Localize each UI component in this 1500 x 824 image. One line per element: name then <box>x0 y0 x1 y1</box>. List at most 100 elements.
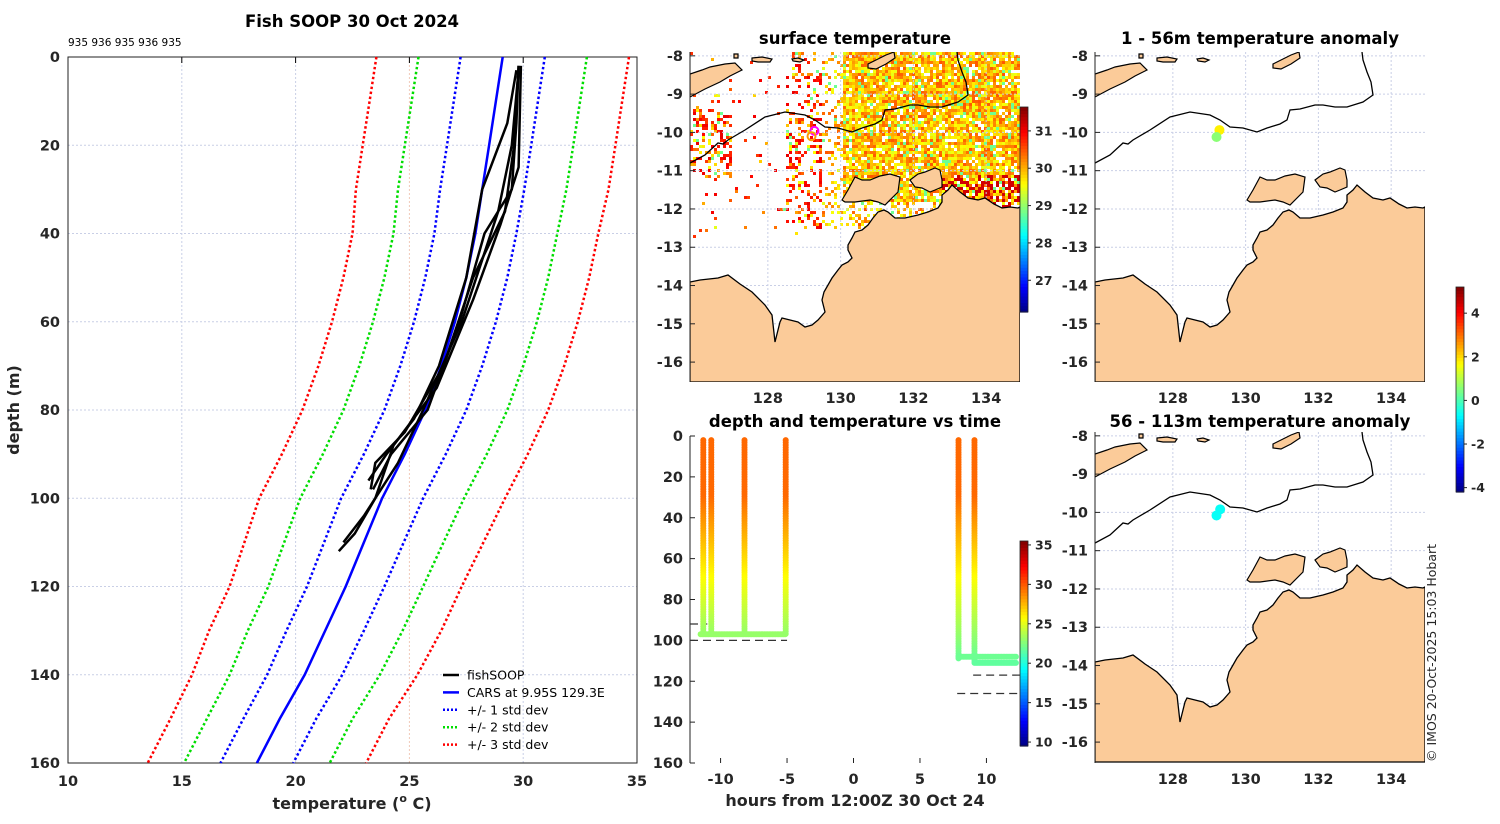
temperature-colorbar-segment <box>1020 688 1028 693</box>
sst-pixel <box>843 79 846 82</box>
sst-pixel <box>912 94 915 97</box>
temperature-colorbar-tick-label: 15 <box>1035 695 1052 710</box>
sst-pixel <box>942 112 945 115</box>
sst-pixel <box>954 109 957 112</box>
sst-pixel <box>891 76 894 79</box>
sst-pixel <box>885 70 888 73</box>
sst-colorbar-segment <box>1020 135 1028 140</box>
lat-tick-label: -15 <box>1062 697 1088 713</box>
sst-pixel <box>921 148 924 151</box>
sst-pixel <box>999 118 1002 121</box>
sst-pixel <box>801 172 804 175</box>
sst-pixel <box>948 166 951 169</box>
sst-pixel <box>960 61 963 64</box>
sst-pixel <box>1017 142 1020 145</box>
sst-colorbar-segment <box>1020 257 1028 262</box>
sst-pixel <box>897 157 900 160</box>
sst-pixel <box>909 58 912 61</box>
sst-pixel <box>951 172 954 175</box>
sst-pixel <box>960 112 963 115</box>
sst-pixel <box>906 178 909 181</box>
sst-pixel <box>933 142 936 145</box>
sst-pixel <box>993 187 996 190</box>
sst-pixel <box>867 202 870 205</box>
sst-colorbar-segment <box>1020 270 1028 275</box>
sst-pixel <box>996 97 999 100</box>
sst-pixel <box>858 67 861 70</box>
sst-pixel <box>864 55 867 58</box>
sst-pixel <box>957 91 960 94</box>
sst-pixel <box>936 118 939 121</box>
sst-pixel <box>906 133 909 136</box>
sst-pixel <box>882 145 885 148</box>
sst-pixel <box>789 112 792 115</box>
sst-pixel <box>1011 136 1014 139</box>
sst-pixel <box>966 103 969 106</box>
sst-pixel <box>921 154 924 157</box>
sst-pixel <box>873 157 876 160</box>
sst-pixel <box>960 136 963 139</box>
sst-pixel <box>864 115 867 118</box>
sst-pixel <box>840 154 843 157</box>
sst-pixel <box>798 151 801 154</box>
anomaly-colorbar-segment <box>1456 341 1464 346</box>
sst-pixel <box>954 136 957 139</box>
sst-pixel <box>957 112 960 115</box>
sst-pixel <box>705 124 708 127</box>
sst-pixel <box>903 67 906 70</box>
sst-pixel <box>804 214 807 217</box>
sst-pixel <box>966 175 969 178</box>
sst-pixel <box>936 115 939 118</box>
sst-pixel <box>708 142 711 145</box>
lat-tick-label: -8 <box>1072 429 1088 445</box>
sst-pixel <box>846 160 849 163</box>
sst-pixel <box>843 172 846 175</box>
sst-pixel <box>942 91 945 94</box>
sst-pixel <box>945 160 948 163</box>
sst-pixel <box>816 145 819 148</box>
shelf-contour-line <box>1095 52 1374 164</box>
sst-pixel <box>831 172 834 175</box>
sst-pixel <box>723 121 726 124</box>
sst-pixel <box>858 61 861 64</box>
sst-pixel <box>864 127 867 130</box>
sst-pixel <box>996 160 999 163</box>
sst-pixel <box>975 151 978 154</box>
sst-pixel <box>891 136 894 139</box>
sst-pixel <box>945 70 948 73</box>
sst-pixel <box>966 139 969 142</box>
sst-pixel <box>1014 124 1017 127</box>
sst-pixel <box>957 136 960 139</box>
sst-pixel <box>1011 85 1014 88</box>
sst-pixel <box>984 148 987 151</box>
anomaly-colorbar-segment <box>1456 469 1464 474</box>
sst-pixel <box>981 106 984 109</box>
sst-pixel <box>861 148 864 151</box>
sst-pixel <box>852 202 855 205</box>
sst-pixel <box>855 106 858 109</box>
sst-pixel <box>927 103 930 106</box>
sst-pixel <box>876 70 879 73</box>
sst-pixel <box>726 136 729 139</box>
sst-pixel <box>924 106 927 109</box>
sst-pixel <box>861 220 864 223</box>
sst-pixel <box>924 70 927 73</box>
sst-pixel <box>888 169 891 172</box>
sst-pixel <box>900 103 903 106</box>
sst-pixel <box>894 112 897 115</box>
sst-pixel <box>939 85 942 88</box>
sst-pixel <box>963 163 966 166</box>
sst-pixel <box>945 121 948 124</box>
y-tick-label: 60 <box>663 552 683 568</box>
sst-colorbar-segment <box>1020 132 1028 137</box>
sst-pixel <box>714 172 717 175</box>
legend-label: +/- 3 std dev <box>467 737 549 752</box>
sst-pixel <box>753 136 756 139</box>
sst-pixel <box>951 64 954 67</box>
sst-pixel <box>954 151 957 154</box>
sst-pixel <box>987 112 990 115</box>
sst-pixel <box>948 133 951 136</box>
sst-pixel <box>990 91 993 94</box>
sst-pixel <box>1011 94 1014 97</box>
sst-colorbar-segment <box>1020 142 1028 147</box>
